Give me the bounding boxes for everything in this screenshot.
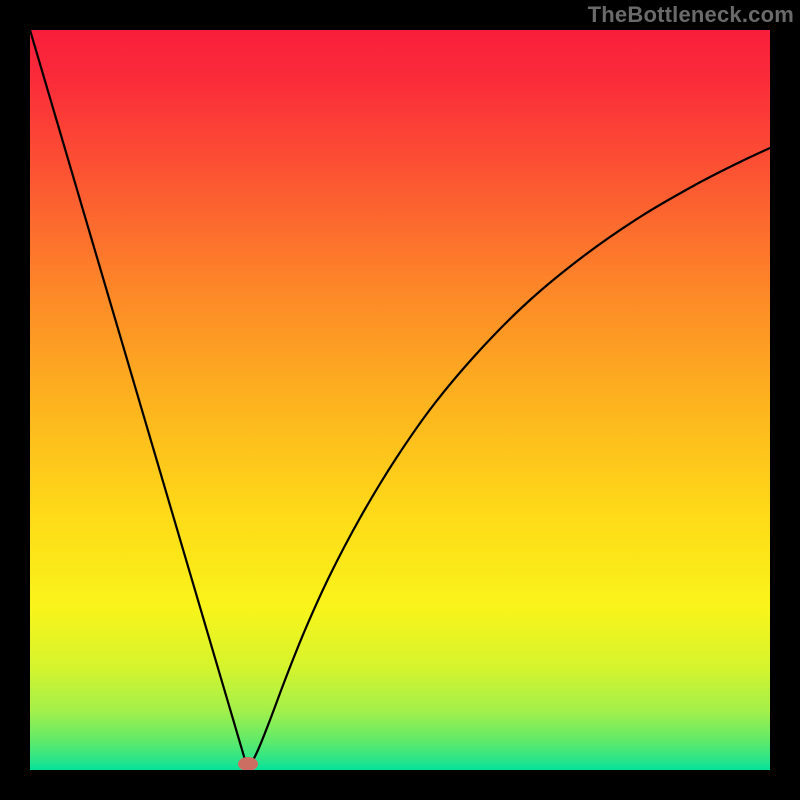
bottleneck-chart (0, 0, 800, 800)
watermark-text: TheBottleneck.com (588, 2, 794, 28)
plot-background (30, 30, 770, 770)
chart-container: TheBottleneck.com (0, 0, 800, 800)
minimum-marker (238, 757, 258, 771)
